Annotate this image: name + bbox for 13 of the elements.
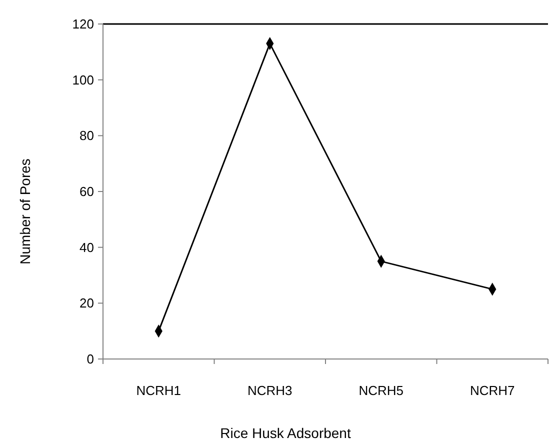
y-tick-label: 0	[86, 352, 94, 367]
y-tick-label: 80	[80, 128, 94, 144]
x-axis-title: Rice Husk Adsorbent	[220, 425, 351, 441]
y-tick-label: 40	[80, 240, 94, 255]
x-tick-label: NCRH7	[470, 383, 515, 398]
x-tick-label: NCRH5	[358, 383, 404, 398]
x-tick-label: NCRH1	[136, 383, 182, 398]
x-tick-label: NCRH3	[247, 383, 292, 398]
y-tick-label: 20	[80, 296, 94, 311]
y-tick-label: 60	[80, 184, 94, 200]
y-tick-label: 120	[72, 16, 94, 32]
y-axis-title: Number of Pores	[17, 158, 33, 264]
y-tick-label: 100	[72, 72, 94, 88]
